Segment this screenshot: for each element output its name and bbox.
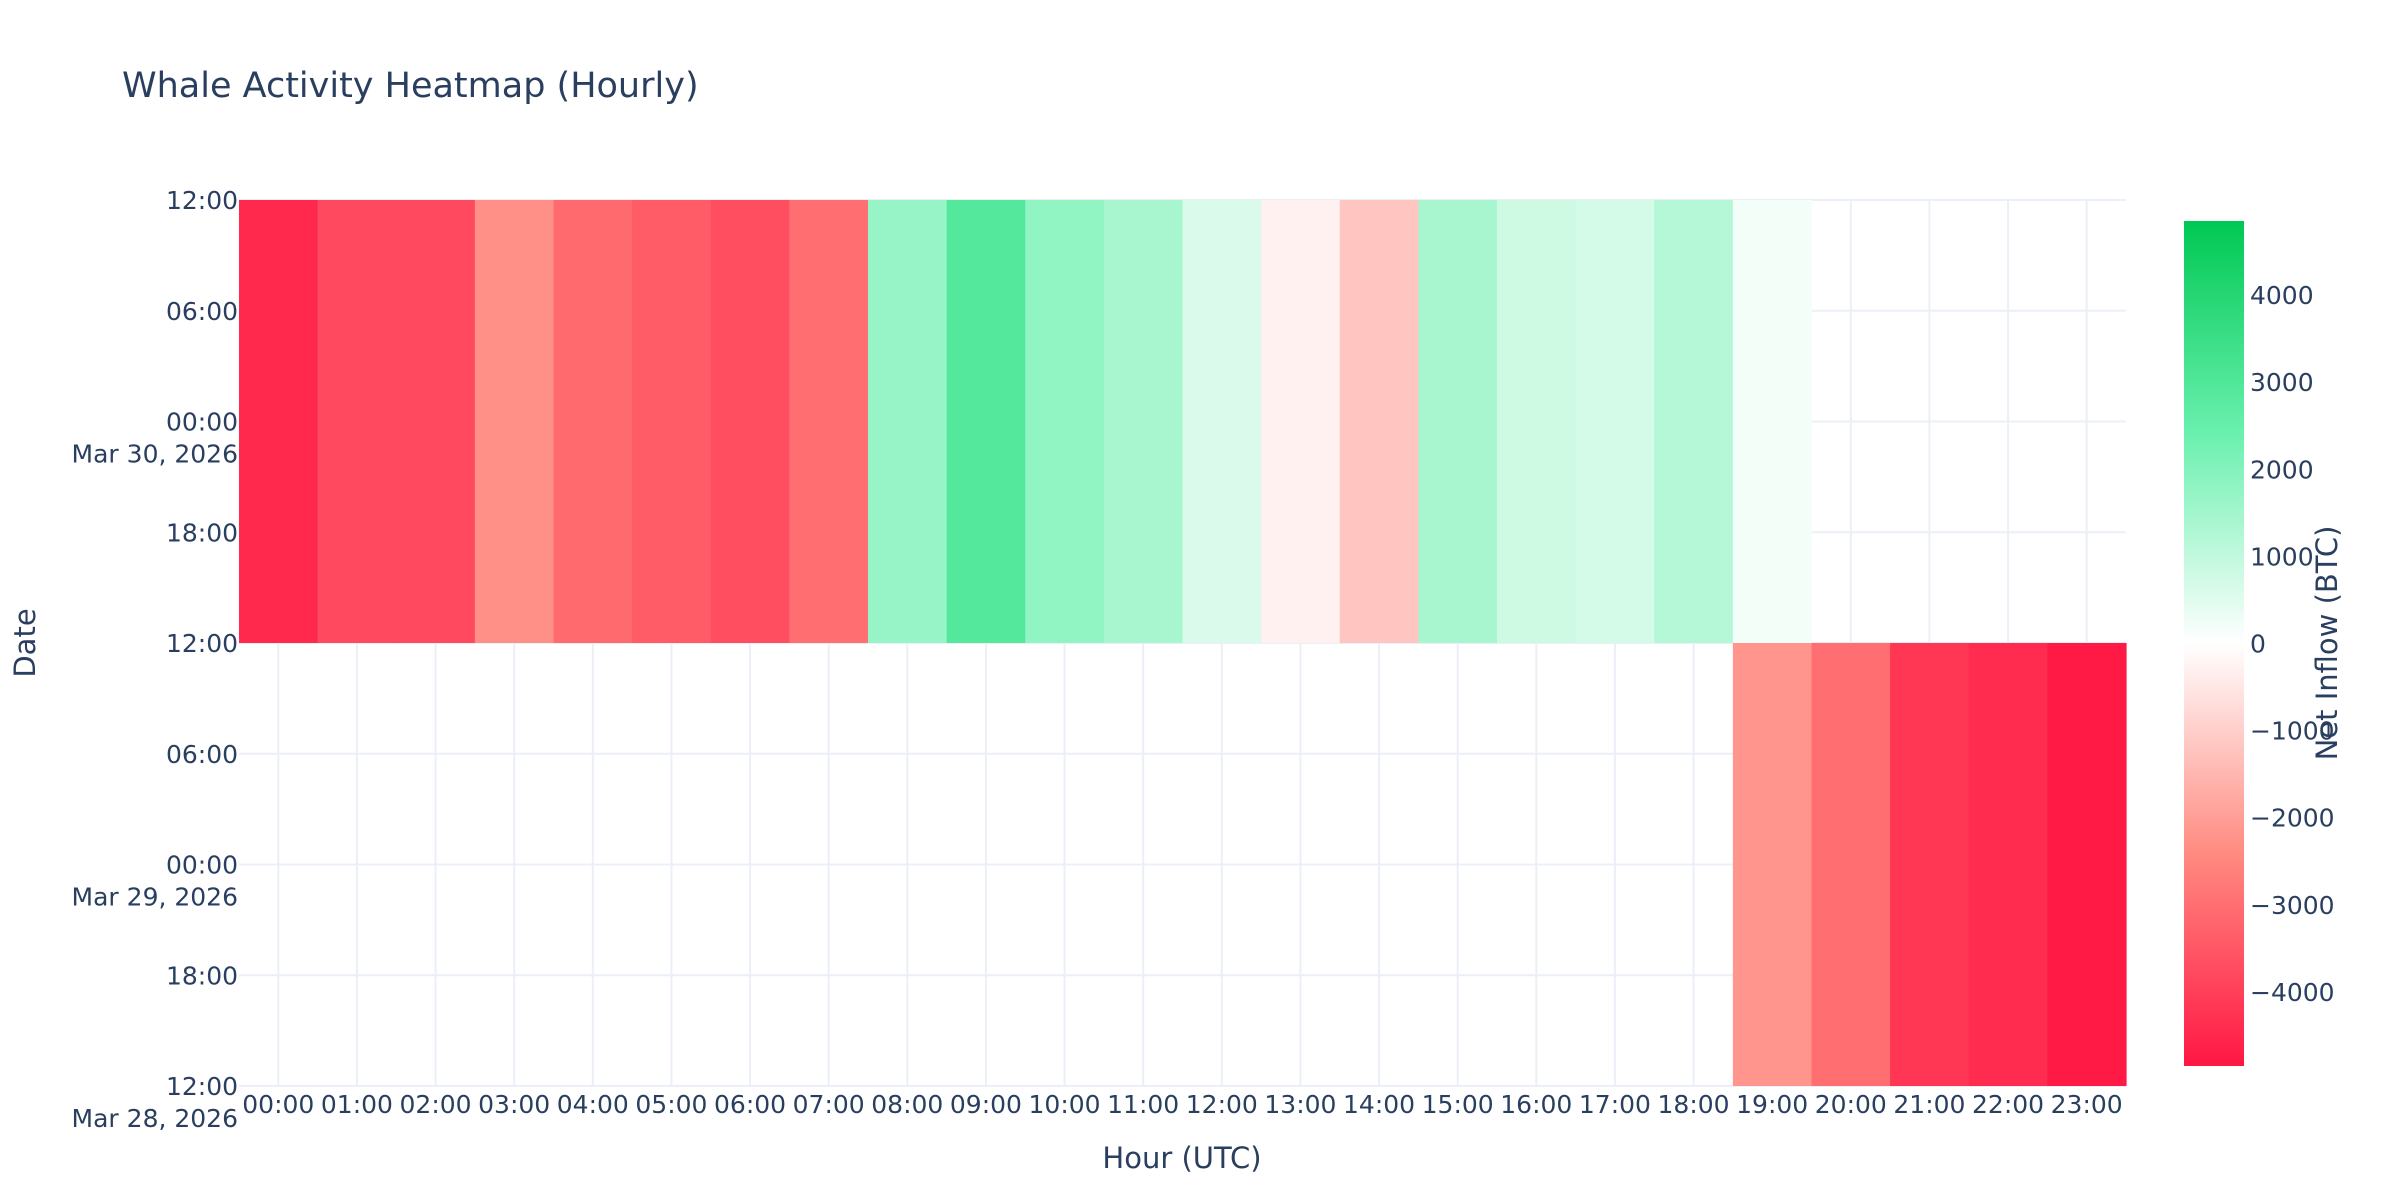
heatmap-cell bbox=[2047, 643, 2127, 1086]
x-tick-label: 10:00 bbox=[1029, 1090, 1101, 1119]
y-tick-date-label: Mar 29, 2026 bbox=[72, 883, 238, 912]
y-tick-date-label: Mar 30, 2026 bbox=[72, 440, 238, 469]
heatmap-cell bbox=[1497, 200, 1577, 643]
heatmap-cell bbox=[1732, 643, 1813, 1086]
colorbar-tick-label: 2000 bbox=[2250, 455, 2314, 484]
y-axis-ticks: 12:00 Mar 28, 2026 18:00 00:00 Mar 29, 2026 0… bbox=[72, 186, 238, 1133]
heatmap-cell bbox=[1182, 200, 1262, 643]
heatmap-cell bbox=[1575, 200, 1655, 643]
heatmap-cell bbox=[789, 200, 869, 643]
colorbar-tick-label: 0 bbox=[2250, 630, 2266, 659]
y-axis-title: Date bbox=[8, 608, 42, 677]
x-tick-label: 16:00 bbox=[1500, 1090, 1572, 1119]
x-tick-label: 23:00 bbox=[2051, 1090, 2123, 1119]
y-tick-label: 12:00 bbox=[166, 629, 238, 658]
x-tick-label: 04:00 bbox=[557, 1090, 629, 1119]
heatmap-cell bbox=[868, 200, 948, 643]
x-tick-label: 15:00 bbox=[1422, 1090, 1494, 1119]
y-tick-label: 00:00 bbox=[166, 851, 238, 880]
heatmap-cell bbox=[396, 200, 476, 643]
x-tick-label: 03:00 bbox=[478, 1090, 550, 1119]
x-axis-ticks: 00:00 01:00 02:00 03:00 04:00 05:00 06:00 07:00… bbox=[242, 1090, 2122, 1119]
heatmap-cell bbox=[1025, 200, 1105, 643]
x-tick-label: 12:00 bbox=[1186, 1090, 1258, 1119]
chart-title: Whale Activity Heatmap (Hourly) bbox=[122, 66, 699, 106]
y-tick-label: 18:00 bbox=[166, 518, 238, 547]
heatmap-cell bbox=[317, 200, 397, 643]
y-tick-label: 18:00 bbox=[166, 961, 238, 990]
colorbar-title: Net Inflow (BTC) bbox=[2310, 526, 2344, 761]
x-tick-label: 06:00 bbox=[714, 1090, 786, 1119]
x-tick-label: 21:00 bbox=[1893, 1090, 1965, 1119]
x-tick-label: 01:00 bbox=[321, 1090, 393, 1119]
x-tick-label: 09:00 bbox=[950, 1090, 1022, 1119]
x-tick-label: 08:00 bbox=[871, 1090, 943, 1119]
heatmap-cells bbox=[239, 200, 2127, 1086]
x-tick-label: 00:00 bbox=[242, 1090, 314, 1119]
heatmap-cell bbox=[1261, 200, 1341, 643]
x-tick-label: 18:00 bbox=[1658, 1090, 1730, 1119]
heatmap-cell bbox=[632, 200, 712, 643]
x-tick-label: 14:00 bbox=[1343, 1090, 1415, 1119]
heatmap-cell bbox=[474, 200, 555, 643]
x-axis-title: Hour (UTC) bbox=[1102, 1141, 1261, 1175]
x-tick-label: 07:00 bbox=[793, 1090, 865, 1119]
x-tick-label: 11:00 bbox=[1107, 1090, 1179, 1119]
heatmap-cell bbox=[1339, 200, 1419, 643]
colorbar-tick-label: 1000 bbox=[2250, 542, 2314, 571]
x-tick-label: 20:00 bbox=[1815, 1090, 1887, 1119]
colorbar bbox=[2184, 221, 2244, 1066]
x-tick-label: 02:00 bbox=[400, 1090, 472, 1119]
y-tick-date-label: Mar 28, 2026 bbox=[72, 1104, 238, 1133]
colorbar-tick-label: −1000 bbox=[2250, 717, 2335, 746]
colorbar-tick-label: −4000 bbox=[2250, 978, 2335, 1007]
x-tick-label: 17:00 bbox=[1579, 1090, 1651, 1119]
heatmap-cell bbox=[1103, 200, 1184, 643]
heatmap-cell bbox=[1968, 643, 2048, 1086]
heatmap-cell bbox=[239, 200, 319, 643]
x-tick-label: 05:00 bbox=[635, 1090, 707, 1119]
colorbar-tick-label: 4000 bbox=[2250, 281, 2314, 310]
heatmap-cell bbox=[1732, 200, 1813, 643]
heatmap-cell bbox=[553, 200, 633, 643]
y-tick-label: 06:00 bbox=[166, 297, 238, 326]
colorbar-tick-label: −2000 bbox=[2250, 804, 2335, 833]
y-tick-label: 00:00 bbox=[166, 408, 238, 437]
heatmap-cell bbox=[1811, 643, 1891, 1086]
heatmap-cell bbox=[710, 200, 790, 643]
colorbar-tick-label: 3000 bbox=[2250, 368, 2314, 397]
heatmap-cell bbox=[1418, 200, 1498, 643]
colorbar-tick-label: −3000 bbox=[2250, 891, 2335, 920]
y-tick-label: 06:00 bbox=[166, 740, 238, 769]
x-tick-label: 19:00 bbox=[1736, 1090, 1808, 1119]
heatmap-cell bbox=[1890, 643, 1970, 1086]
colorbar-ticks: 4000 3000 2000 1000 0 −1000 −2000 −3000 −4000 bbox=[2250, 281, 2335, 1007]
y-tick-label: 12:00 bbox=[166, 1072, 238, 1101]
x-tick-label: 22:00 bbox=[1972, 1090, 2044, 1119]
heatmap-cell bbox=[946, 200, 1026, 643]
y-tick-label: 12:00 bbox=[166, 186, 238, 215]
heatmap-cell bbox=[1654, 200, 1734, 643]
x-tick-label: 13:00 bbox=[1264, 1090, 1336, 1119]
